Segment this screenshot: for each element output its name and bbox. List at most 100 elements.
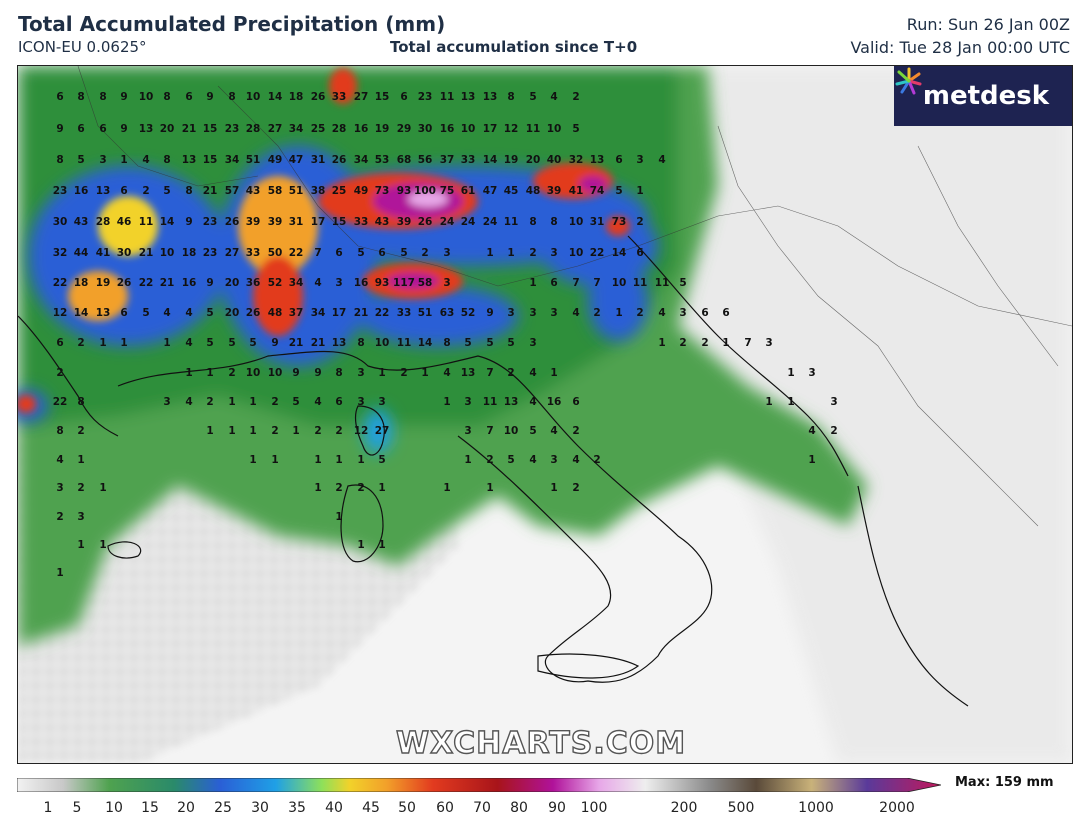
precip-value-label: 3 bbox=[550, 247, 558, 259]
colorbar-tick-label: 20 bbox=[177, 800, 195, 816]
precip-value-label: 32 bbox=[52, 247, 68, 259]
precip-value-label: 26 bbox=[417, 216, 433, 228]
colorbar-tick-label: 50 bbox=[398, 800, 416, 816]
precip-value-label: 4 bbox=[314, 277, 322, 289]
precip-value-label: 3 bbox=[636, 154, 644, 166]
precip-value-label: 52 bbox=[267, 277, 283, 289]
precip-value-label: 13 bbox=[503, 396, 519, 408]
precip-value-label: 4 bbox=[529, 396, 537, 408]
precip-value-label: 16 bbox=[181, 277, 197, 289]
precip-value-label: 1 bbox=[443, 396, 451, 408]
precip-value-label: 51 bbox=[245, 154, 261, 166]
precip-value-label: 3 bbox=[56, 482, 64, 494]
precip-value-label: 19 bbox=[503, 154, 519, 166]
precip-value-label: 49 bbox=[267, 154, 283, 166]
precip-value-label: 11 bbox=[439, 91, 455, 103]
precip-value-label: 8 bbox=[163, 91, 171, 103]
precip-value-label: 2 bbox=[56, 367, 64, 379]
precip-value-label: 7 bbox=[486, 367, 494, 379]
precip-value-label: 28 bbox=[331, 123, 347, 135]
precip-value-label: 1 bbox=[722, 337, 730, 349]
precip-value-label: 13 bbox=[95, 185, 111, 197]
precip-value-label: 5 bbox=[529, 91, 537, 103]
precip-value-label: 1 bbox=[486, 482, 494, 494]
precip-value-label: 37 bbox=[439, 154, 455, 166]
precip-value-label: 27 bbox=[353, 91, 369, 103]
precip-value-label: 21 bbox=[310, 337, 326, 349]
precip-value-label: 8 bbox=[357, 337, 365, 349]
precip-value-label: 30 bbox=[417, 123, 433, 135]
precip-value-label: 39 bbox=[546, 185, 562, 197]
coastlines bbox=[18, 235, 969, 707]
precip-value-label: 1 bbox=[120, 154, 128, 166]
precip-value-label: 7 bbox=[593, 277, 601, 289]
precip-value-label: 1 bbox=[206, 367, 214, 379]
precip-value-label: 1 bbox=[228, 425, 236, 437]
metdesk-flower-icon bbox=[895, 67, 922, 95]
precip-value-label: 58 bbox=[417, 277, 433, 289]
precip-value-label: 9 bbox=[314, 367, 322, 379]
precip-value-label: 39 bbox=[396, 216, 412, 228]
precip-value-label: 2 bbox=[830, 425, 838, 437]
precip-value-label: 33 bbox=[396, 307, 412, 319]
precip-value-label: 2 bbox=[271, 425, 279, 437]
precip-value-label: 47 bbox=[288, 154, 304, 166]
precip-value-label: 4 bbox=[163, 307, 171, 319]
precip-value-label: 11 bbox=[396, 337, 412, 349]
precip-value-label: 12 bbox=[353, 425, 369, 437]
precip-value-label: 2 bbox=[206, 396, 214, 408]
precip-value-label: 11 bbox=[482, 396, 498, 408]
precipitation-map[interactable]: metdesk WXCHARTS.COM bbox=[17, 65, 1073, 764]
precip-value-label: 8 bbox=[550, 216, 558, 228]
precip-value-label: 34 bbox=[288, 123, 304, 135]
precip-value-label: 1 bbox=[464, 454, 472, 466]
precip-value-label: 1 bbox=[529, 277, 537, 289]
precip-value-label: 5 bbox=[486, 337, 494, 349]
precip-value-label: 8 bbox=[443, 337, 451, 349]
precip-value-label: 10 bbox=[159, 247, 175, 259]
precip-value-label: 3 bbox=[529, 337, 537, 349]
precip-value-label: 36 bbox=[245, 277, 261, 289]
colorbar-tick-label: 15 bbox=[141, 800, 159, 816]
precip-value-label: 57 bbox=[224, 185, 240, 197]
precip-value-label: 1 bbox=[443, 482, 451, 494]
precip-value-label: 23 bbox=[202, 247, 218, 259]
precip-value-label: 21 bbox=[353, 307, 369, 319]
precip-value-label: 11 bbox=[525, 123, 541, 135]
precip-value-label: 2 bbox=[486, 454, 494, 466]
precip-value-label: 31 bbox=[589, 216, 605, 228]
precip-value-label: 3 bbox=[443, 247, 451, 259]
precip-value-label: 3 bbox=[378, 396, 386, 408]
precip-value-label: 2 bbox=[335, 425, 343, 437]
model-label: ICON-EU 0.0625° bbox=[18, 38, 147, 56]
precip-value-label: 1 bbox=[314, 482, 322, 494]
precip-value-label: 13 bbox=[138, 123, 154, 135]
precip-value-label: 27 bbox=[267, 123, 283, 135]
precip-value-label: 1 bbox=[56, 567, 64, 579]
precip-value-label: 51 bbox=[417, 307, 433, 319]
precip-value-label: 10 bbox=[568, 247, 584, 259]
precip-value-label: 19 bbox=[95, 277, 111, 289]
precip-value-label: 18 bbox=[288, 91, 304, 103]
precip-value-label: 6 bbox=[56, 91, 64, 103]
precip-value-label: 20 bbox=[525, 154, 541, 166]
precip-value-label: 1 bbox=[335, 454, 343, 466]
precip-value-label: 26 bbox=[116, 277, 132, 289]
precip-value-label: 2 bbox=[636, 307, 644, 319]
precip-value-label: 22 bbox=[52, 277, 68, 289]
precip-value-label: 30 bbox=[116, 247, 132, 259]
precip-value-label: 11 bbox=[138, 216, 154, 228]
precip-value-label: 24 bbox=[460, 216, 476, 228]
precip-value-label: 34 bbox=[353, 154, 369, 166]
precip-value-label: 93 bbox=[396, 185, 412, 197]
map-canvas bbox=[18, 66, 1072, 763]
precip-value-label: 1 bbox=[658, 337, 666, 349]
precip-value-label: 20 bbox=[224, 307, 240, 319]
precip-value-label: 5 bbox=[615, 185, 623, 197]
precip-value-label: 1 bbox=[77, 454, 85, 466]
precip-value-label: 2 bbox=[228, 367, 236, 379]
colorbar-tick-label: 60 bbox=[436, 800, 454, 816]
precip-value-label: 9 bbox=[120, 123, 128, 135]
precip-value-label: 1 bbox=[99, 337, 107, 349]
precip-value-label: 17 bbox=[331, 307, 347, 319]
